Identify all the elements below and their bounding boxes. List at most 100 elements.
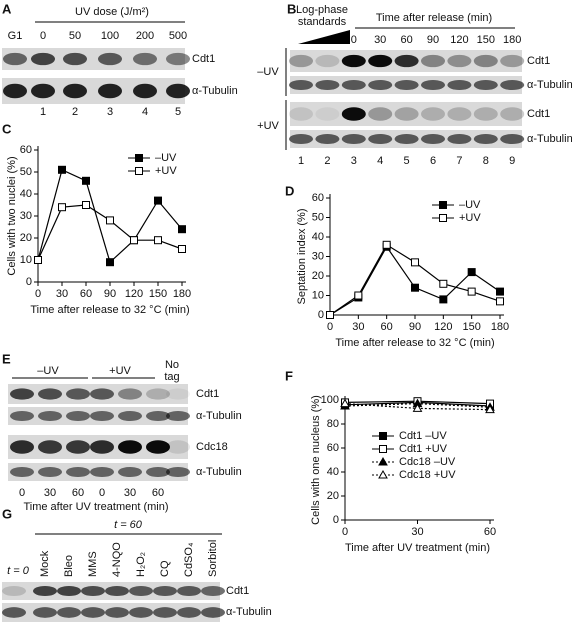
point [130, 236, 138, 245]
time-tick: 60 [72, 487, 84, 499]
lane-number: 4 [142, 106, 148, 118]
y-tick-label: 60 [312, 192, 324, 204]
blot-band [153, 585, 177, 597]
x-tick-label: 60 [381, 321, 393, 333]
band-label: α-Tubulin [527, 133, 572, 145]
blot-band [10, 440, 34, 454]
lane-number: 5 [175, 106, 181, 118]
dose-label: UV dose (J/m²) [75, 6, 149, 18]
y-tick-label: 60 [20, 144, 32, 156]
point [178, 225, 186, 234]
blot-band [129, 607, 153, 618]
group-label: –UV [37, 365, 59, 377]
lane-label: 50 [69, 30, 81, 42]
control-label: t = 0 [7, 565, 30, 577]
lane-number: 8 [483, 155, 489, 167]
y-tick-label: 40 [20, 188, 32, 200]
time-tick: 120 [450, 34, 468, 46]
point [58, 165, 66, 174]
point [34, 256, 42, 264]
x-tick-label: 0 [327, 321, 333, 333]
lane-label: Bleo [63, 555, 75, 577]
band-label: Cdt1 [192, 53, 215, 65]
blot-band [473, 133, 498, 145]
blot-band [63, 52, 87, 66]
blot-band [146, 410, 170, 422]
group-label: +UV [257, 120, 279, 132]
lane-label: Mock [39, 550, 51, 577]
blot-band [500, 133, 525, 145]
time-tick: 60 [400, 34, 412, 46]
blot-band [315, 54, 340, 68]
x-tick-label: 150 [462, 321, 480, 333]
lane-number: 1 [40, 106, 46, 118]
legend-marker [379, 432, 387, 440]
blot-band [118, 410, 142, 422]
x-tick-label: 30 [411, 526, 423, 538]
legend-marker [135, 167, 143, 175]
blot-band [473, 107, 498, 121]
lane-number: 3 [107, 106, 113, 118]
blot-band [10, 410, 34, 422]
blot-band [166, 410, 190, 422]
blot-band [57, 607, 81, 618]
legend-marker [135, 154, 143, 162]
legend-marker [379, 445, 387, 453]
blot-band [473, 54, 498, 68]
lane-label: G1 [8, 30, 23, 42]
blot-band [166, 388, 190, 400]
y-tick-label: 10 [312, 289, 324, 301]
standards-label: Log-phase [296, 4, 348, 16]
blot-band [2, 607, 26, 618]
point [439, 279, 448, 288]
blot-band [421, 79, 445, 91]
blot-band [421, 54, 445, 68]
blot-band [201, 607, 225, 618]
panel-letter: A [2, 1, 12, 16]
point [326, 311, 334, 319]
y-tick-label: 40 [312, 231, 324, 243]
panel-letter: G [2, 506, 12, 521]
blot-band [500, 54, 525, 68]
lane-number: 5 [404, 155, 410, 167]
panel-letter: E [2, 351, 11, 366]
legend-label: Cdc18 +UV [399, 469, 456, 481]
legend-marker [378, 469, 388, 479]
x-axis-label: Time after UV treatment (min) [345, 542, 490, 554]
time-tick: 60 [152, 487, 164, 499]
x-tick-label: 90 [409, 321, 421, 333]
y-tick-label: 10 [20, 254, 32, 266]
series-line [37, 168, 183, 264]
series-line [37, 204, 183, 261]
blot-band [166, 440, 190, 454]
blot-band [166, 466, 190, 478]
blot-band [38, 388, 62, 400]
blot-band [166, 52, 190, 66]
blot-band [81, 585, 105, 597]
blot-band [289, 107, 313, 121]
blot-band [66, 466, 90, 478]
blot-band [394, 54, 419, 68]
legend-label: Cdt1 +UV [399, 443, 448, 455]
legend-label: Cdc18 –UV [399, 456, 456, 468]
legend-label: Cdt1 –UV [399, 430, 447, 442]
point [340, 398, 350, 408]
blot-band [341, 107, 366, 121]
blot-band [105, 607, 129, 618]
blot-band [447, 54, 472, 68]
blot-band [500, 79, 525, 91]
x-tick-label: 0 [342, 526, 348, 538]
blot-band [133, 52, 157, 66]
time-tick: 90 [427, 34, 439, 46]
legend-label: +UV [459, 212, 481, 224]
blot-band [90, 440, 114, 454]
blot-band [105, 585, 129, 597]
y-axis-label: Cells with two nuclei (%) [6, 156, 18, 275]
lane-number: 9 [509, 155, 515, 167]
x-tick-label: 30 [352, 321, 364, 333]
blot-band [33, 607, 57, 618]
blot-band [66, 388, 90, 400]
x-tick-label: 180 [173, 288, 191, 300]
blot-band [98, 83, 122, 99]
